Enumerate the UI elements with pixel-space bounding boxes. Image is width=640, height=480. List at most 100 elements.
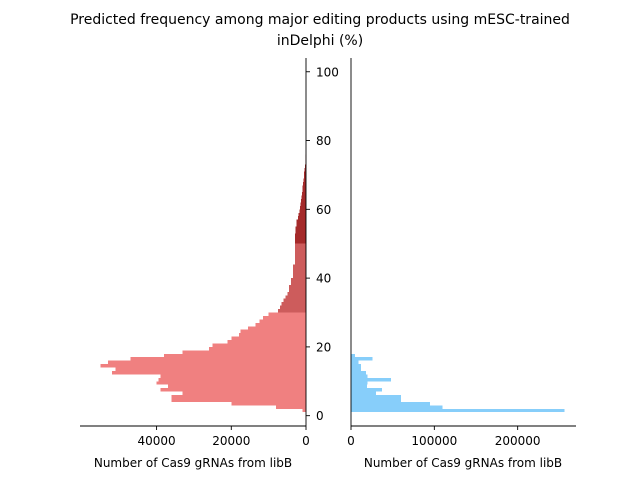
left-histogram-bar [164, 353, 306, 358]
figure-title-line-1: Predicted frequency among major editing … [70, 12, 570, 28]
right-x-ticks: 0 100000 200000 [347, 426, 541, 448]
left-histogram-bar [294, 243, 306, 248]
right-histogram-panel: 0 100000 200000 Number of Cas9 gRNAs from … [347, 58, 576, 470]
left-histogram-bar [289, 284, 306, 289]
left-histogram-bar [231, 401, 306, 406]
left-histogram-bar [303, 181, 306, 186]
right-histogram-bar [351, 377, 391, 382]
left-histogram-bar [255, 322, 306, 327]
right-histogram-bar [351, 364, 361, 368]
right-histogram-bar [351, 353, 356, 358]
left-histogram-bar [285, 295, 306, 299]
left-histogram-bar [182, 391, 306, 396]
left-histogram-bar [289, 288, 306, 292]
left-histogram-bar [300, 205, 306, 210]
figure-title-line-2: inDelphi (%) [277, 33, 363, 49]
left-histogram-bar [160, 374, 306, 378]
left-histogram-bar [295, 226, 306, 230]
left-histogram-bar [156, 381, 306, 385]
left-histogram-bar [238, 333, 306, 337]
right-histogram-bar [351, 360, 359, 365]
left-histogram-bar [171, 398, 306, 402]
right-histogram-bar [351, 401, 431, 406]
left-histogram-bar [303, 178, 306, 182]
left-histogram-bar [212, 343, 306, 347]
y-tick-label: 20 [316, 340, 331, 354]
right-histogram-bar [351, 357, 373, 361]
left-x-tick-label: 20000 [212, 434, 250, 448]
left-histogram-bar [292, 264, 306, 268]
y-tick-label: 80 [316, 134, 331, 148]
right-x-tick-label: 200000 [495, 434, 541, 448]
right-histogram-bar [351, 405, 443, 409]
left-histogram-bar [294, 240, 306, 244]
left-histogram-bar [296, 223, 306, 227]
left-histogram-bar [299, 209, 306, 213]
left-histogram-bar [281, 302, 306, 306]
right-histogram-bar [351, 398, 401, 402]
left-histogram-bar [268, 312, 306, 316]
right-x-tick-label: 100000 [411, 434, 457, 448]
left-histogram-bar [248, 326, 306, 330]
left-histogram-bar [301, 195, 306, 200]
left-histogram-bar [283, 298, 306, 303]
left-histogram-bar [302, 408, 306, 413]
right-histogram-bar [351, 374, 368, 378]
right-histogram-bar [351, 367, 361, 371]
left-histogram-bar [297, 216, 306, 220]
left-histogram-bar [303, 174, 306, 179]
left-histogram-bar [294, 233, 306, 237]
left-histogram-panel: 0 20000 40000 0 20 40 60 80 100 Number of Cas9 … [80, 58, 339, 470]
left-x-tick-label: 0 [302, 434, 310, 448]
left-histogram-bar [231, 336, 306, 341]
left-histogram-bar [276, 405, 306, 409]
left-histogram-bar [287, 291, 306, 296]
left-histogram-bar [294, 236, 306, 241]
left-histogram-bar [294, 260, 306, 265]
left-histogram-bar [291, 278, 306, 282]
left-histogram-bar [240, 329, 306, 334]
left-histogram-bar [182, 350, 306, 354]
left-histogram-bar [304, 171, 306, 175]
left-histogram-bar [304, 164, 306, 169]
left-histogram-bar [279, 305, 306, 310]
left-histogram-bar [167, 384, 306, 389]
left-histogram-bar [115, 367, 306, 371]
left-histogram-bar [300, 199, 306, 203]
right-histogram-bar [351, 381, 368, 385]
left-histogram-bar [294, 257, 306, 261]
left-histogram-bar [291, 281, 306, 285]
left-histogram-bar [277, 309, 306, 313]
left-histogram-bar [292, 271, 306, 275]
left-x-ticks: 0 20000 40000 [137, 426, 310, 448]
left-histogram-bar [294, 250, 306, 255]
left-y-ticks: 0 20 40 60 80 100 [306, 65, 339, 423]
left-histogram-bar [171, 395, 306, 399]
right-histogram-bars [351, 353, 565, 413]
left-histogram-bar [160, 388, 306, 392]
left-histogram-bar [294, 254, 306, 258]
left-histogram-bar [301, 192, 306, 196]
left-histogram-bar [292, 267, 306, 272]
right-x-axis-label: Number of Cas9 gRNAs from libB [364, 456, 562, 470]
left-histogram-bar [108, 360, 306, 365]
right-histogram-bar [351, 391, 376, 396]
left-histogram-bar [111, 370, 306, 375]
left-histogram-bar [100, 364, 306, 368]
right-histogram-bar [351, 370, 366, 375]
left-x-axis-label: Number of Cas9 gRNAs from libB [94, 456, 292, 470]
left-x-tick-label: 40000 [137, 434, 175, 448]
left-histogram-bar [158, 377, 306, 382]
y-tick-label: 60 [316, 203, 331, 217]
left-histogram-bar [304, 168, 306, 172]
left-histogram-bar [302, 188, 306, 193]
right-x-tick-label: 0 [347, 434, 355, 448]
right-histogram-bar [351, 384, 367, 389]
left-histogram-bar [302, 185, 306, 189]
left-histogram-bar [295, 229, 306, 234]
left-histogram-bar [208, 346, 306, 351]
y-tick-label: 100 [316, 65, 339, 79]
right-histogram-bar [351, 395, 401, 399]
right-histogram-bar [351, 388, 382, 392]
